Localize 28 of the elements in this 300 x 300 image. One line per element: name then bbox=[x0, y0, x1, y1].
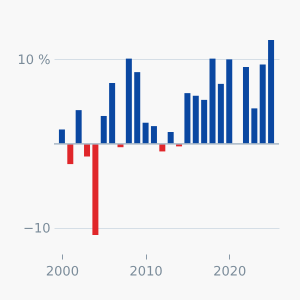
bar bbox=[67, 144, 74, 164]
x-tick-label: 2010 bbox=[130, 264, 163, 280]
bar bbox=[100, 116, 107, 144]
x-tick-label: 2000 bbox=[46, 264, 79, 280]
bar bbox=[251, 108, 258, 144]
bar bbox=[84, 144, 90, 156]
bar bbox=[184, 93, 190, 144]
bar bbox=[134, 72, 140, 144]
bar bbox=[109, 83, 116, 144]
bar bbox=[218, 84, 224, 144]
bar bbox=[210, 58, 216, 144]
bar bbox=[242, 67, 249, 144]
bar bbox=[58, 129, 65, 144]
bar bbox=[192, 96, 199, 144]
bar bbox=[76, 110, 82, 144]
bar bbox=[226, 59, 232, 144]
bar bbox=[168, 132, 174, 144]
bar bbox=[260, 64, 266, 144]
bar bbox=[126, 58, 132, 144]
bar bbox=[268, 40, 274, 144]
bar bbox=[201, 100, 208, 144]
bar bbox=[159, 144, 166, 152]
x-tick-label: 2020 bbox=[213, 264, 246, 280]
bar bbox=[142, 122, 149, 144]
y-tick-label: 10 % bbox=[17, 52, 50, 68]
bar bbox=[150, 126, 157, 144]
bar bbox=[92, 144, 98, 235]
y-tick-label: −10 bbox=[23, 222, 50, 237]
